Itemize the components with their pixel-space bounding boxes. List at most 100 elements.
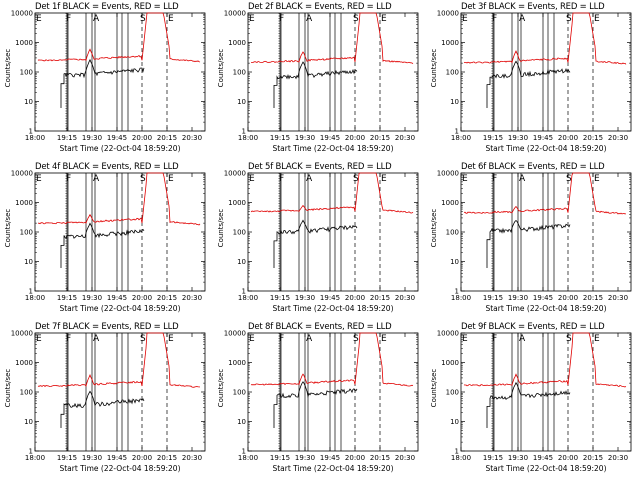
y-tick-label: 1 [455, 128, 459, 136]
marker-letter: A [519, 334, 526, 344]
y-tick-label: 10000 [437, 330, 459, 338]
events-series-line [486, 219, 571, 268]
y-tick-label: 10000 [224, 10, 246, 18]
y-tick-label: 100 [20, 69, 33, 77]
x-axis-label: Start Time (22-Oct-04 18:59:20) [59, 464, 181, 473]
events-series-line [273, 219, 358, 268]
marker-letter: E [168, 174, 174, 184]
x-tick-label: 20:00 [345, 294, 365, 302]
x-tick-label: 20:00 [132, 134, 152, 142]
lld-series-line [251, 12, 414, 65]
y-tick-label: 1000 [15, 39, 33, 47]
y-tick-label: 10 [237, 258, 246, 266]
y-tick-label: 10000 [224, 330, 246, 338]
marker-letter: E [36, 14, 42, 24]
x-tick-label: 19:30 [82, 294, 102, 302]
marker-letter: S [566, 174, 572, 184]
x-tick-label: 19:15 [270, 294, 290, 302]
marker-letter: A [306, 334, 313, 344]
y-tick-label: 10000 [11, 10, 33, 18]
detector-panel: 1 10 100 1000 10000 18:00 19:15 19:30 19:45 20:00… [0, 0, 213, 160]
y-tick-label: 10 [450, 418, 459, 426]
x-tick-label: 20:15 [583, 134, 603, 142]
plot-frame [34, 172, 206, 292]
events-series-line [273, 381, 358, 428]
y-tick-label: 10 [24, 418, 33, 426]
events-series-line [486, 60, 571, 108]
x-tick-label: 18:00 [238, 454, 258, 462]
lld-series-line [463, 12, 627, 65]
lld-series-line [463, 332, 627, 388]
marker-letter: S [140, 174, 146, 184]
y-tick-label: 10 [450, 98, 459, 106]
marker-letter: E [462, 174, 468, 184]
y-tick-label: 10000 [11, 330, 33, 338]
marker-letter: A [306, 174, 313, 184]
x-axis-label: Start Time (22-Oct-04 18:59:20) [485, 144, 607, 153]
x-tick-label: 18:00 [238, 294, 258, 302]
detector-panel: 1 10 100 1000 10000 18:00 19:15 19:30 19:45 20:00… [426, 320, 639, 480]
y-axis-label: Counts/sec [217, 368, 225, 408]
x-tick-label: 19:30 [508, 294, 528, 302]
marker-letter: F [66, 334, 71, 344]
detector-panel: 1 10 100 1000 10000 18:00 19:15 19:30 19:45 20:00… [426, 0, 639, 160]
x-tick-label: 19:30 [508, 134, 528, 142]
marker-letter: A [93, 334, 100, 344]
x-tick-label: 20:30 [395, 294, 415, 302]
lld-series-line [250, 332, 414, 387]
y-tick-label: 1000 [228, 199, 246, 207]
marker-letter: S [140, 334, 146, 344]
marker-letter: E [594, 334, 600, 344]
x-tick-label: 19:15 [483, 134, 503, 142]
detector-panel: 1 10 100 1000 10000 18:00 19:15 19:30 19:45 20:00… [0, 160, 213, 320]
panel-title: Det 1f BLACK = Events, RED = LLD [35, 2, 179, 12]
marker-letter: E [249, 334, 255, 344]
y-tick-label: 1000 [441, 199, 459, 207]
marker-letter: E [462, 14, 468, 24]
x-axis-label: Start Time (22-Oct-04 18:59:20) [272, 464, 394, 473]
x-tick-label: 19:45 [107, 134, 127, 142]
y-tick-label: 1 [455, 448, 459, 456]
y-tick-label: 100 [233, 389, 246, 397]
x-tick-label: 19:30 [295, 294, 315, 302]
marker-letter: F [66, 14, 71, 24]
x-tick-label: 20:30 [608, 294, 628, 302]
plot-frame [34, 332, 206, 452]
y-axis-label: Counts/sec [4, 48, 12, 88]
panel-title: Det 8f BLACK = Events, RED = LLD [248, 322, 392, 332]
x-axis-label: Start Time (22-Oct-04 18:59:20) [59, 304, 181, 313]
x-tick-label: 20:15 [157, 454, 177, 462]
x-tick-label: 20:00 [132, 454, 152, 462]
lld-series-line [463, 172, 627, 215]
marker-letter: E [462, 334, 468, 344]
y-tick-label: 1000 [441, 39, 459, 47]
y-tick-label: 1 [455, 288, 459, 296]
x-tick-label: 19:15 [483, 294, 503, 302]
lld-series-line [37, 172, 201, 226]
marker-letter: S [353, 174, 359, 184]
events-series-line [60, 58, 145, 108]
panel-plot: 1 10 100 1000 10000 18:00 19:15 19:30 19:45 20:00… [437, 10, 632, 142]
y-tick-label: 10 [24, 98, 33, 106]
y-tick-label: 10 [24, 258, 33, 266]
marker-letter: A [306, 14, 313, 24]
y-tick-label: 1 [242, 448, 246, 456]
panel-plot: 1 10 100 1000 10000 18:00 19:15 19:30 19:45 20:00… [437, 330, 632, 462]
x-tick-label: 19:45 [107, 454, 127, 462]
events-series-line [273, 61, 358, 108]
y-tick-label: 100 [20, 229, 33, 237]
y-tick-label: 1000 [228, 39, 246, 47]
x-tick-label: 18:00 [451, 134, 471, 142]
x-tick-label: 20:30 [608, 134, 628, 142]
detector-panel: 1 10 100 1000 10000 18:00 19:15 19:30 19:45 20:00… [0, 320, 213, 480]
y-tick-label: 100 [446, 69, 459, 77]
detector-panel: 1 10 100 1000 10000 18:00 19:15 19:30 19:45 20:00… [213, 320, 426, 480]
x-tick-label: 20:15 [157, 294, 177, 302]
y-tick-label: 1000 [441, 359, 459, 367]
x-tick-label: 20:15 [583, 454, 603, 462]
y-tick-label: 10000 [437, 170, 459, 178]
y-axis-label: Counts/sec [430, 368, 438, 408]
y-axis-label: Counts/sec [217, 48, 225, 88]
y-tick-label: 1000 [15, 199, 33, 207]
